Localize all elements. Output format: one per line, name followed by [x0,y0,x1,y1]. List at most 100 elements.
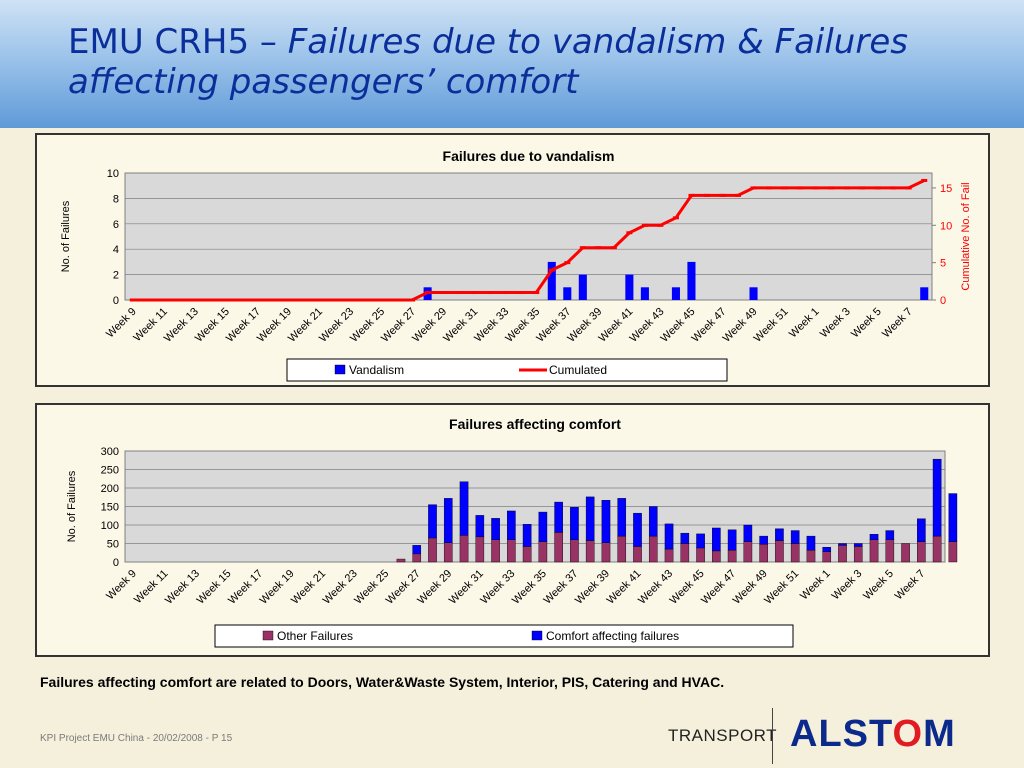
point-cumulated [331,298,338,302]
point-cumulated [502,291,509,295]
bar-other-failures [601,542,611,563]
point-cumulated [859,186,866,190]
point-cumulated [315,298,322,302]
point-cumulated [455,291,462,295]
bar-other-failures [727,549,737,563]
bar-comfort-failures [948,493,958,542]
bar-other-failures [853,546,863,563]
bar-comfort-failures [680,532,690,544]
point-cumulated [921,178,928,182]
bar-other-failures [428,537,437,563]
chart-title: Failures affecting comfort [449,416,621,432]
bar-comfort-failures [917,518,926,542]
page-title: EMU CRH5 – Failures due to vandalism & F… [68,22,968,102]
point-cumulated [362,298,369,302]
bar-other-failures [932,535,942,563]
bar-other-failures [664,548,674,563]
legend-swatch [334,364,346,375]
legend-swatch [262,630,274,641]
header-banner [0,0,1024,128]
point-cumulated [641,223,648,227]
bar-other-failures [901,543,910,563]
point-cumulated [564,261,571,265]
bar-other-failures [822,551,832,563]
bar-comfort-failures [428,504,437,539]
y-axis-label: No. of Failures [66,470,78,542]
point-cumulated [828,186,835,190]
bar-other-failures [522,546,532,563]
title-part1: EMU CRH5 – [68,22,288,62]
bar-other-failures [743,541,753,563]
bar-comfort-failures [617,498,627,537]
point-cumulated [874,186,881,190]
legend-label: Vandalism [349,363,404,377]
x-tick-label: Week 5 [849,306,884,341]
title-part2: Failures due to vandalism & Failures aff… [68,22,908,102]
bar-vandalism [687,261,696,300]
point-cumulated [238,298,245,302]
y2-tick-label: 15 [940,183,952,195]
point-cumulated [269,298,276,302]
bar-comfort-failures [869,534,879,541]
y2-tick-label: 5 [940,258,946,270]
bar-comfort-failures [853,543,863,547]
bar-comfort-failures [727,529,737,551]
bar-comfort-failures [712,527,721,552]
bar-other-failures [775,540,784,563]
legend-swatch [531,630,543,641]
legend-label: Comfort affecting failures [546,629,679,643]
x-tick-label: Week 7 [880,306,915,341]
point-cumulated [129,298,136,302]
comfort-chart-box: Failures affecting comfort 0 50 100 150 200 25… [35,403,990,657]
point-cumulated [440,291,447,295]
point-cumulated [145,298,152,302]
bar-other-failures [948,541,958,563]
line-cumulated [132,179,925,302]
bar-other-failures [585,540,595,563]
footer-divider [772,708,773,764]
bar-comfort-failures [412,545,422,555]
bar-comfort-failures [443,498,453,543]
footer-text: KPI Project EMU China - 20/02/2008 - P 1… [40,733,233,744]
bar-other-failures [507,539,516,563]
point-cumulated [378,298,385,302]
x-tick-label: Week 51 [752,306,791,345]
x-tick-label: Week 3 [818,306,853,341]
legend-label: Other Failures [277,629,353,643]
bar-other-failures [491,539,500,563]
point-cumulated [797,186,804,190]
vandalism-chart-box: Failures due to vandalism 0 2 4 6 8 10 No. of F… [35,133,990,387]
bar-other-failures [396,558,406,563]
bar-other-failures [885,539,895,563]
bar-other-failures [917,541,926,563]
point-cumulated [890,186,897,190]
logo-o-mark: O [892,713,924,755]
point-cumulated [548,268,555,272]
bar-comfort-failures [775,528,784,541]
legend-box [214,624,794,648]
legend-label: Cumulated [549,363,607,377]
point-cumulated [781,186,788,190]
y-tick-label: 6 [113,219,119,231]
alstom-logo: ALSTOM [790,713,956,756]
bar-other-failures [806,549,816,563]
bar-comfort-failures [790,530,800,544]
bar-other-failures [712,550,721,563]
bar-comfort-failures [585,496,595,541]
point-cumulated [300,298,307,302]
bar-other-failures [869,539,879,563]
bar-vandalism [578,274,587,300]
y-tick-label: 0 [113,295,119,307]
y2-tick-label: 0 [940,295,946,307]
bar-vandalism [547,261,556,300]
point-cumulated [191,298,198,302]
caption: Failures affecting comfort are related t… [40,674,725,690]
bar-other-failures [790,543,800,563]
bar-comfort-failures [664,523,674,550]
bar-comfort-failures [507,510,516,541]
x-tick-label: Week 3 [830,568,865,603]
point-cumulated [672,216,679,220]
bar-vandalism [625,274,634,300]
point-cumulated [657,223,664,227]
comfort-chart: Failures affecting comfort 0 50 100 150 200 25… [66,416,958,648]
